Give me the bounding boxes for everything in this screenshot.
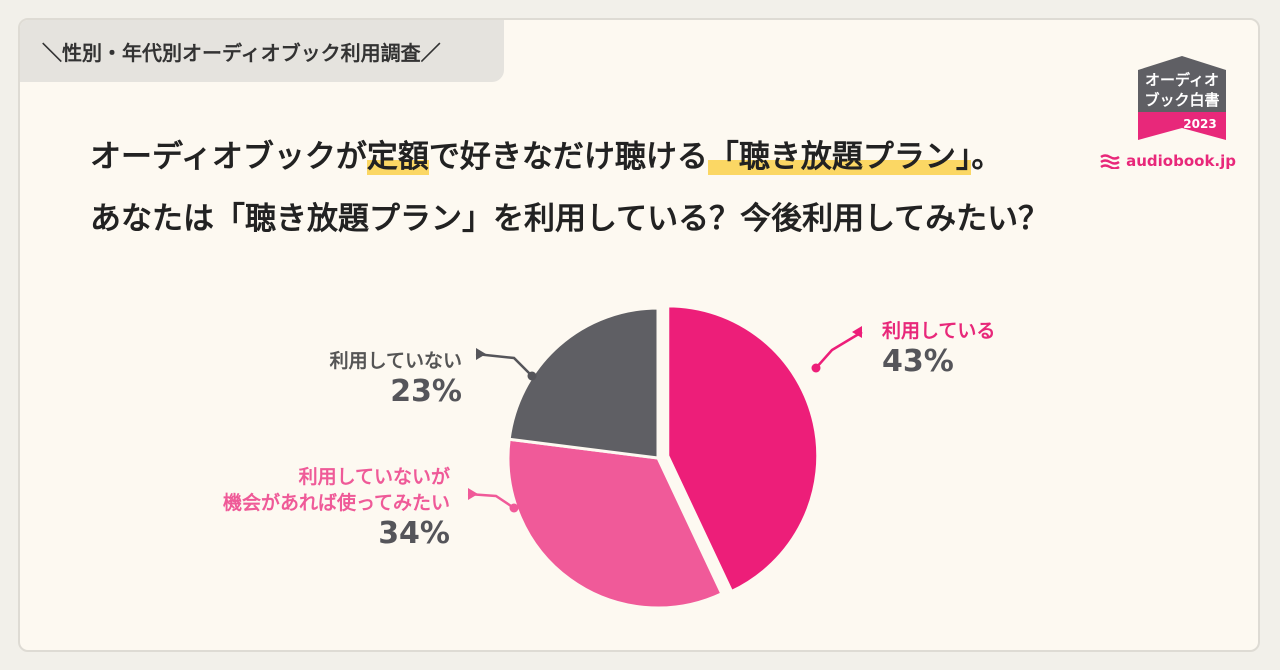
pie-slice-1 [506,437,724,610]
logo-book-shape [1138,56,1226,112]
label-not-using: 利用していない 23% [330,348,462,410]
logo-line-1: オーディオ [1145,71,1219,89]
label-using-percent: 43% [882,344,954,379]
pie-slice-2 [507,306,660,460]
logo-line-2: ブック白書 [1144,91,1219,109]
logo-ribbon [1138,112,1226,140]
logo-year: 2023 [1183,117,1216,131]
question-line-2: あなたは「聴き放題プラン」を利用している？今後利用してみたい？ [90,201,1050,237]
question-highlight-flat-rate: 定額 [366,139,429,175]
label-want-to-try-name: 利用していないが 機会があれば使ってみたい [223,464,450,516]
question-text: オーディオブックが定額で好きなだけ聴ける「聴き放題プラン」。 あなたは「聴き放題… [90,126,1049,250]
brand-name: audiobook.jp [1126,152,1236,170]
brand-mark: audiobook.jp [1100,152,1236,170]
question-line1-part: オーディオブックが [90,139,367,175]
leader-line-0 [811,326,863,373]
label-want-to-try-line-1: 利用していないが [298,466,450,488]
label-want-to-try-line-2: 機会があれば使ってみたい [222,492,450,514]
survey-tag-label: ＼性別・年代別オーディオブック利用調査／ [42,40,441,65]
label-want-to-try-percent: 34% [378,516,450,551]
leader-line-2 [475,348,537,381]
pie-slice-0 [666,304,820,594]
question-line-1: オーディオブックが定額で好きなだけ聴ける「聴き放題プラン」。 [90,126,1049,188]
question-line1-part: で好きなだけ聴ける [428,139,708,175]
white-paper-logo: オーディオ ブック白書 2023 [1138,56,1226,140]
label-not-using-percent: 23% [390,374,462,409]
label-want-to-try: 利用していないが 機会があれば使ってみたい 34% [223,464,450,552]
label-using-name: 利用している [882,320,996,342]
label-using: 利用している 43% [882,318,995,380]
survey-card: ＼性別・年代別オーディオブック利用調査／ オーディオブックが定額で好きなだけ聴け… [18,18,1260,652]
pie-chart [467,304,863,610]
question-highlight-plan: 「聴き放題プラン」 [707,139,972,175]
leader-line-1 [467,488,519,513]
question-line1-period: 。 [971,139,1003,175]
audiobook-wave-icon [1100,154,1120,169]
survey-tag: ＼性別・年代別オーディオブック利用調査／ [20,20,504,82]
label-not-using-name: 利用していない [329,350,462,372]
